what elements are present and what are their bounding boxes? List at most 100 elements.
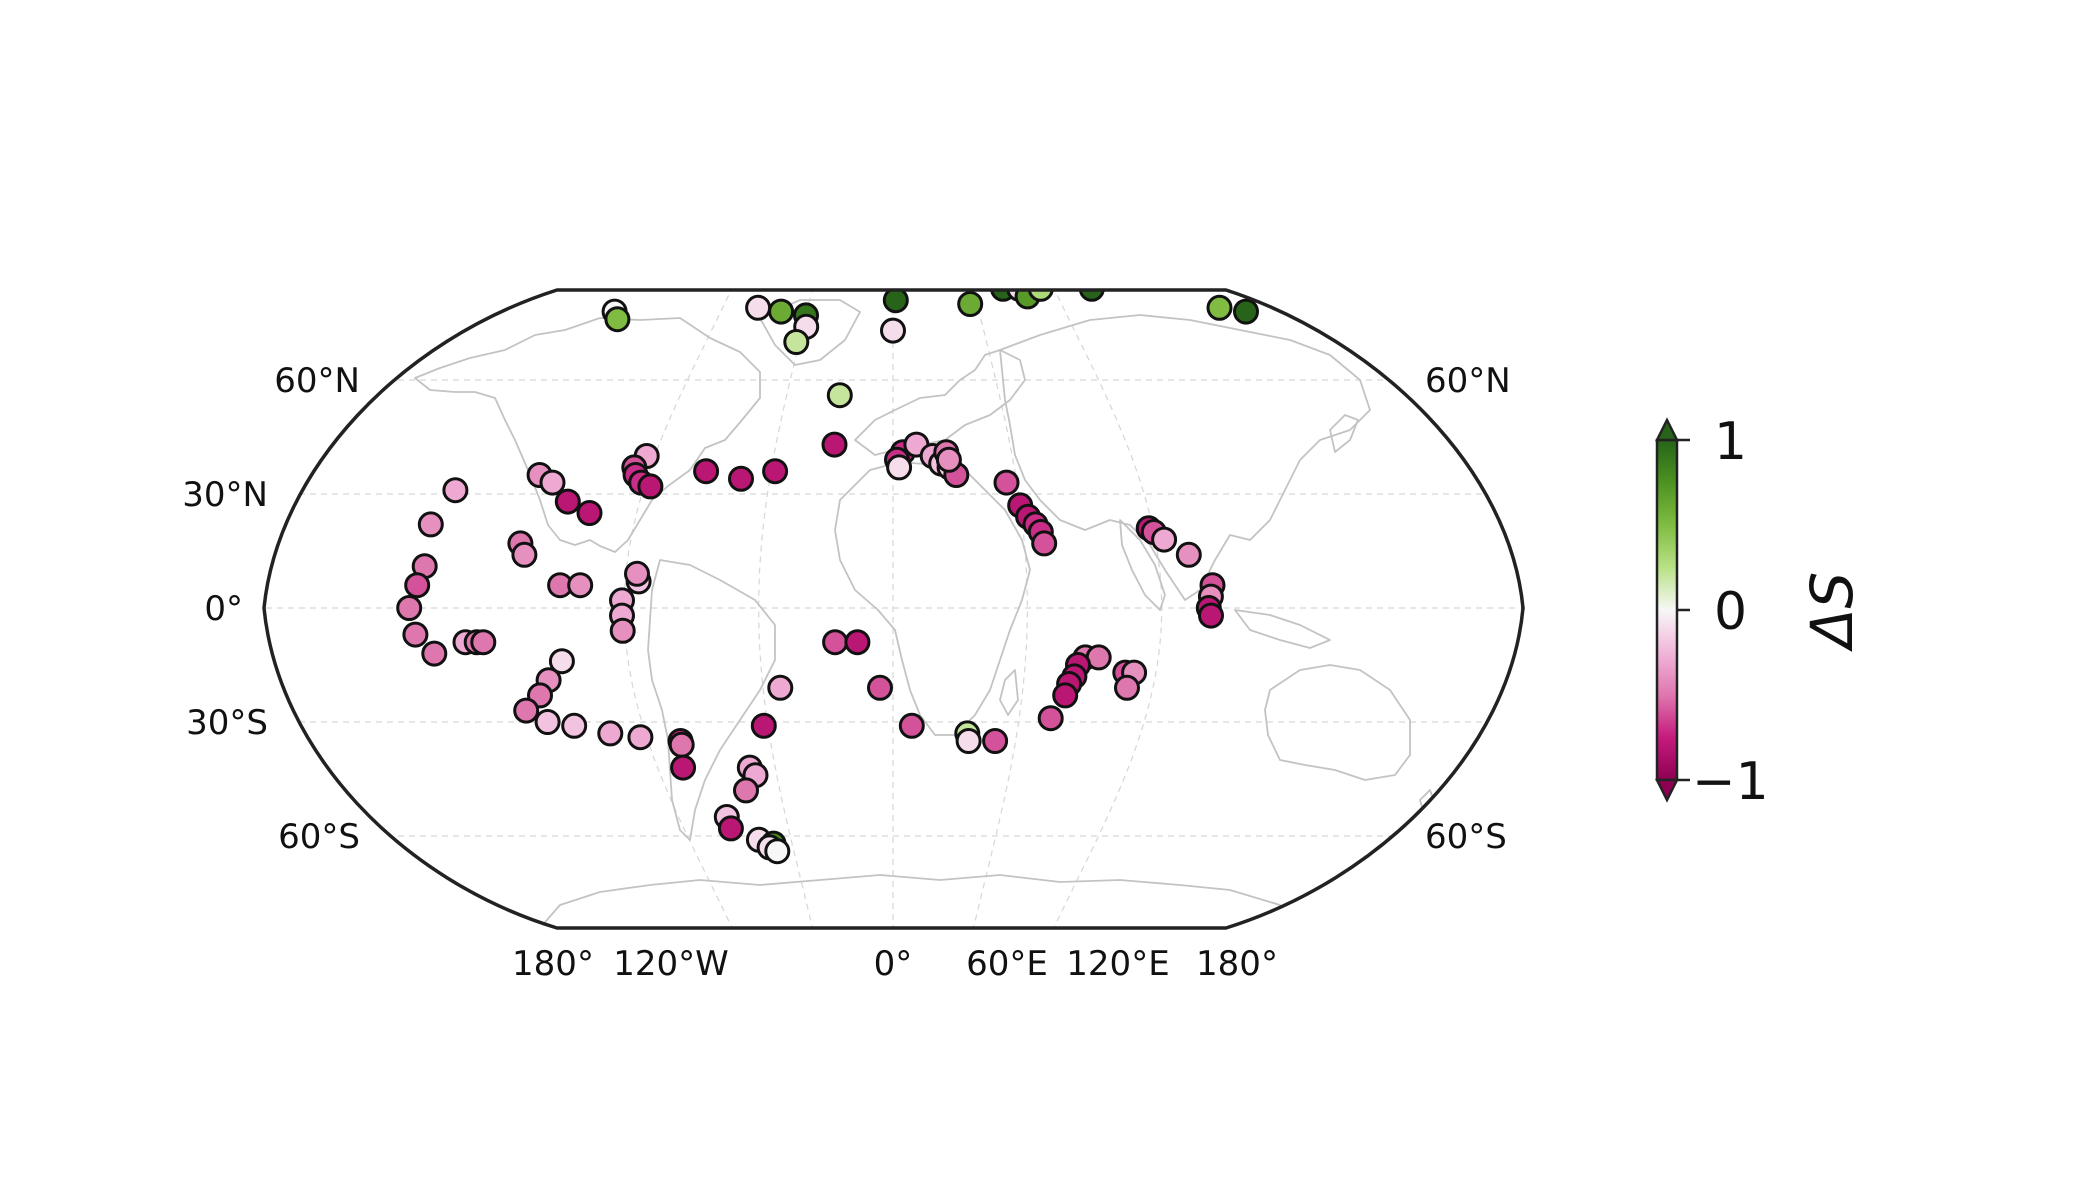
station-point-79 [561,712,588,739]
station-point-30 [576,500,603,526]
station-point-29 [539,469,566,496]
station-point-99 [898,712,925,739]
coastline-1 [759,299,861,366]
station-point-1 [604,306,631,333]
station-point-81 [627,724,654,751]
station-point-80 [597,720,624,747]
station-point-27 [554,488,581,515]
station-point-89 [733,777,759,804]
station-point-13 [1027,290,1054,302]
station-point-70 [624,560,650,587]
meridian-line [1051,290,1163,928]
coastline-7 [1119,519,1166,611]
station-point-40 [935,446,962,473]
meridian-line [972,290,1029,928]
lat-label-right-0: 60°N [1425,361,1511,401]
station-point-7 [882,290,909,314]
station-point-103 [1037,705,1064,732]
station-point-101 [955,728,982,754]
lat-label-left-0: 60°N [274,361,360,401]
coastline-6 [999,314,1371,601]
station-point-91 [717,815,744,842]
station-point-74 [548,648,575,675]
station-point-112 [1114,674,1140,701]
colorbar-tick-label-1: 1 [1714,412,1747,472]
station-point-8 [880,317,906,344]
station-point-46 [1031,530,1058,557]
station-point-41 [993,469,1020,496]
station-point-6 [783,329,810,355]
station-point-86 [750,712,777,739]
station-point-58 [404,572,431,599]
station-point-3 [768,298,795,325]
station-point-83 [668,731,695,758]
longitude-labels: 180° 120°W 0° 60°E 120°E 180° [512,944,1278,984]
map-outline [262,288,1525,930]
latitude-labels-right: 60°N 60°S [1425,361,1511,857]
colorbar-tick-label-0: 0 [1714,582,1747,642]
coastline-12 [539,874,1301,928]
station-point-55 [442,477,469,504]
coastline-5 [999,669,1019,716]
station-point-98 [867,674,893,701]
station-point-21 [693,458,720,485]
station-point-95 [764,838,791,865]
station-point-54 [1198,602,1224,629]
station-point-85 [767,674,794,701]
lat-label-left-4: 60°S [278,817,360,857]
coastline-10 [1264,664,1411,781]
station-point-49 [1151,526,1178,553]
coastlines [414,299,1439,928]
station-point-102 [982,728,1009,754]
station-point-18 [821,431,848,458]
station-point-2 [745,294,772,321]
lon-label-120e: 120°E [1066,944,1169,984]
station-point-60 [402,621,429,648]
colorbar-tick-label-minus1: −1 [1692,752,1769,812]
station-point-61 [421,640,448,667]
colorbar-gradient [1655,438,1679,782]
station-point-17 [826,382,853,409]
station-point-56 [417,511,444,538]
station-point-15 [1206,294,1233,321]
station-point-78 [534,709,561,735]
lat-label-left-1: 30°N [182,475,268,515]
coastline-2 [647,559,776,841]
station-point-97 [844,629,871,656]
station-point-14 [1078,290,1105,302]
station-point-33 [886,454,913,481]
lat-label-left-2: 0° [204,589,243,629]
station-point-84 [670,754,697,781]
lon-label-180w: 180° [512,944,594,984]
colorbar-extend-max [1654,417,1680,442]
station-points [396,290,1259,865]
colorbar-extend-min [1654,778,1680,803]
station-point-16 [1233,298,1259,325]
latitude-labels-left: 60°N 30°N 0° 30°S 60°S [182,361,360,857]
meridian-line [757,290,814,928]
station-point-64 [470,629,497,656]
lon-label-0: 0° [874,944,913,984]
station-point-19 [762,458,789,485]
station-point-9 [957,291,984,317]
lon-label-60e: 60°E [966,944,1048,984]
station-point-68 [567,572,594,599]
colorbar: 1 0 −1 ΔS [1654,412,1866,812]
station-point-73 [609,617,636,644]
station-point-50 [1175,541,1202,568]
station-point-59 [396,595,423,621]
station-point-20 [728,465,754,492]
station-point-77 [513,697,540,724]
station-point-109 [1052,682,1079,709]
lon-label-120w: 120°W [613,944,729,984]
lat-label-right-1: 60°S [1425,817,1507,857]
coastline-9 [1329,414,1359,453]
lon-label-180e: 180° [1196,944,1278,984]
coastline-8 [1234,609,1331,649]
station-point-26 [637,473,664,500]
station-point-96 [822,629,849,656]
station-point-66 [511,541,538,568]
lat-label-left-3: 30°S [186,703,268,743]
colorbar-label: ΔS [1798,572,1866,653]
